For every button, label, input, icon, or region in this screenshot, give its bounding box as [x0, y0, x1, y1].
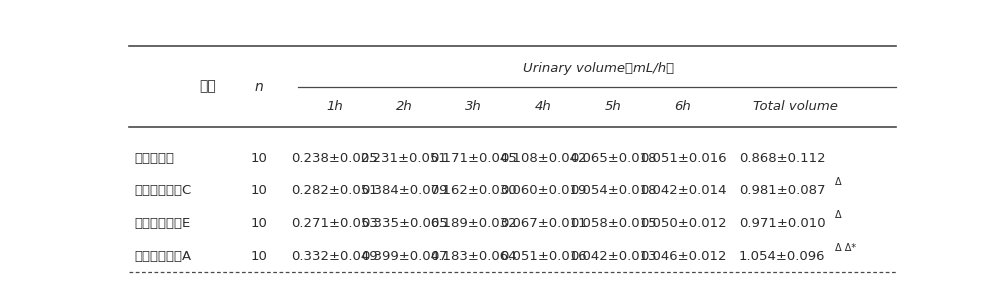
Text: Urinary volume（mL/h）: Urinary volume（mL/h） [523, 62, 674, 75]
Text: 香青兰提取物E: 香青兰提取物E [134, 217, 191, 230]
Text: 组别: 组别 [199, 80, 216, 94]
Text: 0.183±0.064: 0.183±0.064 [430, 250, 517, 263]
Text: 0.065±0.018: 0.065±0.018 [570, 152, 656, 165]
Text: 0.042±0.013: 0.042±0.013 [570, 250, 657, 263]
Text: 10: 10 [251, 217, 268, 230]
Text: 0.108±0.042: 0.108±0.042 [500, 152, 587, 165]
Text: 10: 10 [251, 184, 268, 197]
Text: 0.384±0.079: 0.384±0.079 [361, 184, 447, 197]
Text: 0.981±0.087: 0.981±0.087 [739, 184, 825, 197]
Text: 1.054±0.096: 1.054±0.096 [739, 250, 825, 263]
Text: 10: 10 [251, 152, 268, 165]
Text: 5h: 5h [605, 101, 622, 114]
Text: 空白对照组: 空白对照组 [134, 152, 174, 165]
Text: 0.046±0.012: 0.046±0.012 [640, 250, 726, 263]
Text: 0.060±0.019: 0.060±0.019 [500, 184, 587, 197]
Text: 1h: 1h [326, 101, 343, 114]
Text: 0.271±0.053: 0.271±0.053 [291, 217, 378, 230]
Text: Total volume: Total volume [753, 101, 838, 114]
Text: 0.067±0.011: 0.067±0.011 [500, 217, 587, 230]
Text: 0.189±0.032: 0.189±0.032 [430, 217, 517, 230]
Text: 4h: 4h [535, 101, 552, 114]
Text: 6h: 6h [675, 101, 691, 114]
Text: 0.332±0.049: 0.332±0.049 [291, 250, 378, 263]
Text: 10: 10 [251, 250, 268, 263]
Text: Δ: Δ [835, 177, 842, 187]
Text: 3h: 3h [465, 101, 482, 114]
Text: 0.054±0.018: 0.054±0.018 [570, 184, 656, 197]
Text: 0.042±0.014: 0.042±0.014 [640, 184, 726, 197]
Text: 香青兰提取物C: 香青兰提取物C [134, 184, 192, 197]
Text: 0.238±0.025: 0.238±0.025 [291, 152, 378, 165]
Text: 0.051±0.016: 0.051±0.016 [500, 250, 587, 263]
Text: 0.171±0.045: 0.171±0.045 [430, 152, 517, 165]
Text: 2h: 2h [396, 101, 412, 114]
Text: 0.050±0.012: 0.050±0.012 [640, 217, 726, 230]
Text: Δ: Δ [835, 210, 842, 220]
Text: 0.058±0.015: 0.058±0.015 [570, 217, 657, 230]
Text: 0.282±0.051: 0.282±0.051 [291, 184, 378, 197]
Text: 0.051±0.016: 0.051±0.016 [640, 152, 726, 165]
Text: Δ Δ*: Δ Δ* [835, 243, 856, 253]
Text: 0.399±0.047: 0.399±0.047 [361, 250, 447, 263]
Text: 0.335±0.065: 0.335±0.065 [361, 217, 447, 230]
Text: n: n [255, 80, 263, 94]
Text: 0.231±0.051: 0.231±0.051 [361, 152, 447, 165]
Text: 0.162±0.030: 0.162±0.030 [430, 184, 517, 197]
Text: 0.971±0.010: 0.971±0.010 [739, 217, 826, 230]
Text: 0.868±0.112: 0.868±0.112 [739, 152, 826, 165]
Text: 香青兰提取物A: 香青兰提取物A [134, 250, 191, 263]
